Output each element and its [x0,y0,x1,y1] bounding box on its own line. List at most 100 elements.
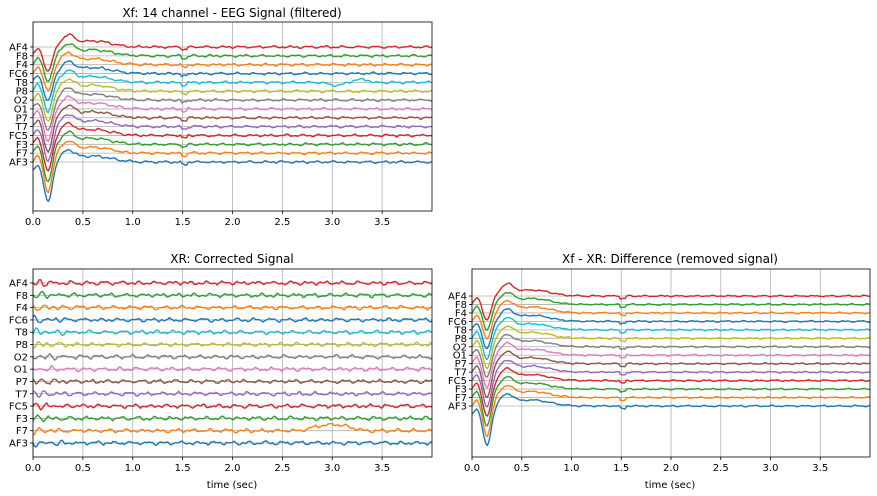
trace-f8 [32,43,433,83]
x-tick-label: 1.5 [175,217,191,228]
channel-label-f8: F8 [455,300,467,311]
x-tick-label: 1.0 [125,217,141,228]
axes-frame [471,268,871,458]
channel-label-p8: P8 [16,340,28,351]
x-tick-label: 1.5 [175,463,191,474]
trace-t7 [32,114,433,162]
channel-label-f3: F3 [16,140,28,151]
trace-f7 [471,385,871,438]
channel-label-fc6: FC6 [9,315,28,326]
trace-fc6 [471,307,871,350]
panel-corrected: XR: Corrected Signal time (sec) 0.0 0.5 1.… [9,252,433,491]
panel-corrected-xlabel: time (sec) [207,480,258,491]
trace-fc6 [32,314,433,324]
channel-label-fc5: FC5 [448,376,467,387]
channel-label-f4: F4 [455,308,467,319]
x-tick-label: 1.0 [564,463,580,474]
trace-t7 [471,359,871,408]
trace-fc5 [471,367,871,417]
channel-label-o2: O2 [14,352,28,363]
panel-filtered-title: Xf: 14 channel - EEG Signal (filtered) [122,6,341,20]
trace-af3 [471,393,871,447]
x-tick-label: 3.0 [763,463,779,474]
trace-fc5 [32,121,433,172]
trace-p7 [471,350,871,399]
trace-af3 [32,439,433,448]
panel-filtered: Xf: 14 channel - EEG Signal (filtered) 0… [9,6,433,228]
channel-label-o2: O2 [453,342,467,353]
trace-o1 [32,365,433,373]
channel-label-t7: T7 [15,389,28,400]
x-tick-label: 3.5 [374,217,390,228]
trace-p8 [32,341,433,349]
channel-label-o1: O1 [453,351,467,362]
x-tick-label: 0.0 [25,217,41,228]
channel-label-p8: P8 [455,334,467,345]
channel-label-f4: F4 [16,303,28,314]
channel-label-f3: F3 [16,414,28,425]
channel-label-af4: AF4 [9,279,28,290]
channel-label-af4: AF4 [448,292,467,303]
channel-label-p7: P7 [16,113,28,124]
trace-o2 [32,353,433,361]
trace-af4 [32,33,433,72]
trace-f4 [471,299,871,340]
trace-f3 [32,414,433,423]
channel-label-af4: AF4 [9,43,28,54]
panel-corrected-title: XR: Corrected Signal [170,252,294,266]
channel-label-f7: F7 [455,393,467,404]
x-tick-label: 2.5 [713,463,729,474]
channel-label-f4: F4 [16,60,28,71]
panel-difference-title: Xf - XR: Difference (removed signal) [562,252,778,266]
x-tick-label: 0.0 [464,463,480,474]
trace-o2 [32,87,432,131]
channel-label-fc5: FC5 [9,402,28,413]
x-tick-label: 3.0 [324,217,340,228]
trace-o1 [32,95,433,143]
trace-f4 [32,304,433,311]
channel-label-f8: F8 [16,51,28,62]
trace-t8 [32,327,433,336]
channel-label-p7: P7 [16,377,28,388]
panel-difference: Xf - XR: Difference (removed signal) tim… [448,252,871,491]
channel-label-af3: AF3 [448,402,467,413]
channel-label-f7: F7 [16,149,28,160]
trace-f3 [471,375,870,427]
trace-p8 [32,78,433,122]
x-tick-label: 1.0 [125,463,141,474]
channel-label-af3: AF3 [9,158,28,169]
channel-label-t8: T8 [454,325,467,336]
trace-t8 [32,69,433,114]
x-tick-label: 0.5 [514,463,530,474]
channel-label-f7: F7 [16,426,28,437]
trace-f8 [471,292,871,331]
x-tick-label: 3.5 [374,463,390,474]
x-tick-label: 2.0 [225,217,241,228]
trace-t8 [471,316,871,361]
trace-f4 [32,51,432,92]
trace-p8 [471,325,871,370]
trace-af4 [471,282,871,321]
trace-fc5 [32,402,433,411]
channel-label-o2: O2 [14,96,28,107]
x-tick-label: 2.5 [274,463,290,474]
channel-label-o1: O1 [14,365,28,376]
trace-p7 [32,378,433,385]
trace-o2 [471,333,871,378]
trace-fc6 [32,60,433,101]
channel-label-o1: O1 [14,104,28,115]
channel-label-f3: F3 [455,385,467,396]
trace-af3 [32,148,433,203]
channel-label-t7: T7 [454,368,467,379]
trace-o1 [471,341,871,389]
channel-label-t8: T8 [15,78,28,89]
axes-frame [32,21,433,212]
x-tick-label: 3.5 [812,463,828,474]
x-tick-label: 3.0 [324,463,340,474]
trace-p7 [32,104,433,153]
trace-f7 [32,422,433,436]
x-tick-label: 0.0 [25,463,41,474]
channel-label-af3: AF3 [9,439,28,450]
channel-label-fc5: FC5 [9,131,28,142]
